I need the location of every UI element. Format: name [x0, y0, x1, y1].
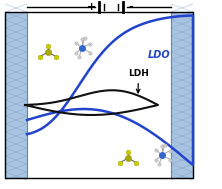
Text: LDO: LDO: [148, 50, 171, 60]
Bar: [171, 12, 193, 178]
Text: LDH: LDH: [128, 69, 149, 93]
Bar: [5, 12, 193, 178]
Text: -: -: [129, 2, 133, 12]
Bar: [5, 12, 27, 178]
Text: +: +: [86, 2, 96, 12]
